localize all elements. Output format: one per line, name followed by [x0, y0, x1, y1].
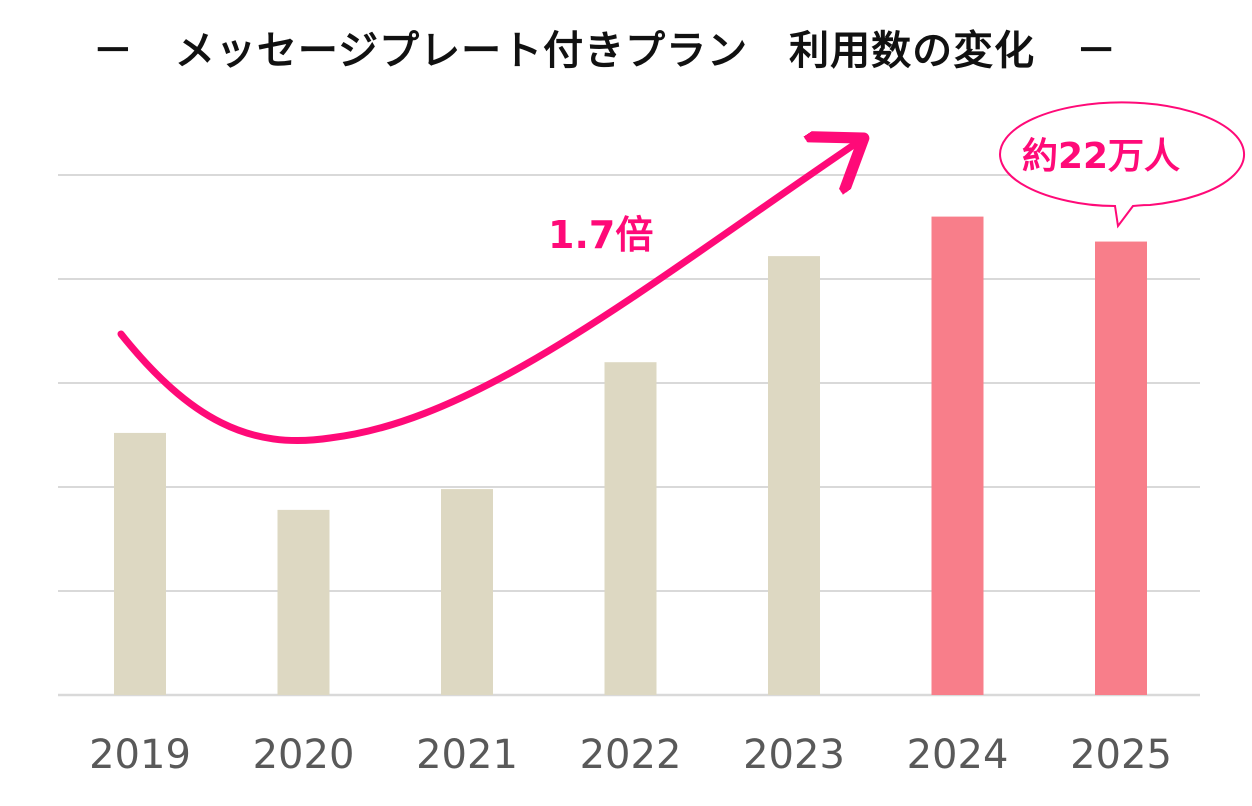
bar-2020	[277, 509, 330, 695]
x-tick-label: 2020	[253, 732, 355, 778]
x-tick-label: 2022	[580, 732, 682, 778]
x-tick-label: 2019	[89, 732, 191, 778]
callout-bubble	[999, 101, 1246, 229]
x-tick-label: 2021	[416, 732, 518, 778]
x-tick-label: 2024	[907, 732, 1009, 778]
chart-title: － メッセージプレート付きプラン 利用数の変化 －	[92, 28, 1118, 74]
trend-arrow	[117, 142, 858, 444]
bar-2022	[604, 362, 657, 695]
x-tick-label: 2025	[1070, 732, 1172, 778]
x-axis-tick-labels: 2019 2020 2021 2022 2023 2024 2025	[89, 732, 1172, 778]
bar-2019	[114, 432, 166, 695]
bar-2021	[441, 489, 493, 695]
bars	[114, 216, 1147, 695]
bar-2025	[1095, 241, 1147, 695]
bar-2023	[768, 256, 820, 695]
callout-label: 約22万人	[1022, 136, 1180, 177]
growth-label: 1.7倍	[548, 213, 653, 257]
bar-2024	[931, 216, 984, 695]
x-tick-label: 2023	[743, 732, 845, 778]
annotations: 1.7倍 約22万人	[117, 101, 1246, 444]
